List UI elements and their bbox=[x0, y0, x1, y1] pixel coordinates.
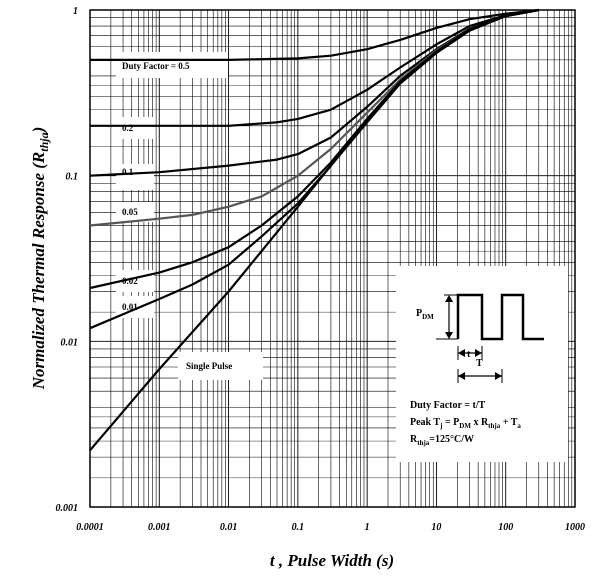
y-tick-label: 0.1 bbox=[66, 172, 79, 183]
x-axis-title: t , Pulse Width (s) bbox=[270, 551, 394, 570]
label-duty-0-01: 0.01 bbox=[122, 302, 138, 312]
pdm-arrow-head-bottom bbox=[445, 332, 453, 339]
y-tick-label: 0.001 bbox=[56, 503, 79, 514]
series-line-2 bbox=[89, 8, 539, 177]
x-tick-label: 100 bbox=[498, 522, 513, 533]
y-tick-labels: 0.001 0.01 0.1 1 bbox=[56, 6, 79, 514]
label-duty-0-1: 0.1 bbox=[122, 167, 134, 177]
x-tick-label: 1000 bbox=[565, 522, 585, 533]
equation-peak-tj: Peak Tj = PDM x Rthja + Ta bbox=[410, 417, 521, 430]
y-tick-label: 0.01 bbox=[61, 337, 79, 348]
t-label: t bbox=[467, 349, 471, 360]
pulse-diagram: PDM t T bbox=[416, 293, 544, 383]
series-line-3 bbox=[89, 8, 539, 227]
x-tick-label: 1 bbox=[365, 522, 370, 533]
series-line-1 bbox=[90, 8, 539, 127]
T-arrow-head-right bbox=[495, 372, 502, 380]
equation-duty-factor: Duty Factor = t/T bbox=[410, 400, 486, 411]
x-tick-label: 0.001 bbox=[148, 522, 171, 533]
equation-rthja: Rthja=125°C/W bbox=[410, 434, 474, 447]
series-line-6 bbox=[89, 8, 539, 452]
x-tick-label: 10 bbox=[431, 522, 441, 533]
equations: Duty Factor = t/T Peak Tj = PDM x Rthja … bbox=[410, 400, 521, 447]
label-duty-0-05: 0.05 bbox=[122, 207, 138, 217]
x-tick-label: 0.1 bbox=[292, 522, 305, 533]
curve-label-backgrounds bbox=[116, 52, 568, 462]
plot-frame bbox=[89, 9, 576, 508]
label-duty-0-02: 0.02 bbox=[122, 276, 138, 286]
x-tick-label: 0.0001 bbox=[76, 522, 104, 533]
series-line-4 bbox=[89, 8, 539, 290]
pdm-arrow-head-top bbox=[445, 295, 453, 302]
label-duty-0-5: Duty Factor = 0.5 bbox=[122, 61, 190, 71]
y-tick-label: 1 bbox=[73, 6, 78, 17]
y-axis-title: Normalized Thermal Response (Rthja) bbox=[29, 127, 51, 391]
T-arrow-head-left bbox=[458, 372, 465, 380]
x-tick-label: 0.01 bbox=[220, 522, 238, 533]
x-tick-labels: 0.0001 0.001 0.01 0.1 1 10 100 1000 bbox=[76, 522, 585, 533]
t-arrow-head-left bbox=[458, 349, 465, 357]
series-line-0 bbox=[90, 8, 539, 61]
t-arrow-head-right bbox=[475, 349, 482, 357]
label-duty-0-2: 0.2 bbox=[122, 123, 134, 133]
pdm-label: PDM bbox=[416, 308, 434, 321]
pulse-waveform bbox=[456, 293, 544, 341]
series-lines bbox=[89, 8, 539, 452]
label-single-pulse: Single Pulse bbox=[186, 361, 232, 371]
T-label: T bbox=[476, 358, 483, 369]
